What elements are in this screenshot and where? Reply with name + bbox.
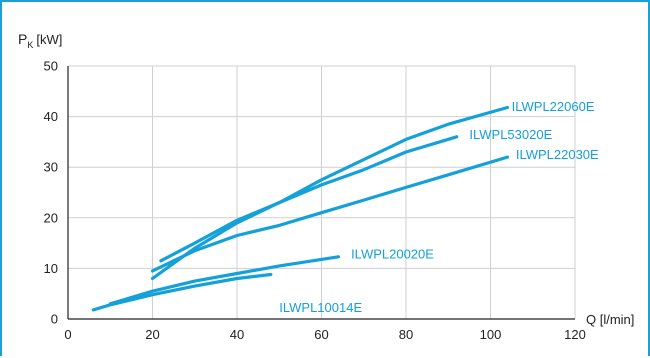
y-tick-label-50: 50 (44, 59, 58, 74)
series-line-ilwpl22030e (150, 155, 509, 273)
x-tick-label-40: 40 (230, 327, 244, 342)
series-label-ilwpl22030e: ILWPL22030E (516, 147, 599, 162)
x-tick-label-60: 60 (314, 327, 328, 342)
y-axis-label-main: P (18, 31, 27, 47)
x-axis-label: Q [l/min] (586, 312, 634, 327)
series-line-ilwpl22060e (159, 105, 509, 263)
series-line-ilwpl10014e (91, 272, 273, 312)
y-tick-label-0: 0 (51, 312, 58, 327)
y-axis-label-subscript: K (27, 40, 33, 50)
series-label-ilwpl22060e: ILWPL22060E (512, 99, 595, 114)
y-tick-label-40: 40 (44, 109, 58, 124)
y-axis-label-unit: [kW] (36, 32, 62, 47)
series-labels: ILWPL22060E ILWPL53020E ILWPL22030E ILWPL20… (279, 99, 599, 315)
x-tick-label-120: 120 (564, 327, 586, 342)
series-label-ilwpl20020e: ILWPL20020E (351, 247, 434, 262)
x-tick-label-20: 20 (145, 327, 159, 342)
series-label-ilwpl10014e: ILWPL10014E (279, 300, 362, 315)
x-tick-label-0: 0 (64, 327, 71, 342)
grid-lines (68, 65, 576, 319)
series-label-ilwpl53020e: ILWPL53020E (469, 127, 552, 142)
y-tick-label-20: 20 (44, 210, 58, 225)
y-axis-label: PK [kW] (18, 31, 62, 50)
axes (67, 66, 575, 320)
x-tick-labels: 0 20 40 60 80 100 120 (64, 327, 585, 342)
y-tick-label-30: 30 (44, 160, 58, 175)
y-tick-labels: 0 10 20 30 40 50 (44, 59, 58, 327)
series-line-ilwpl20020e (108, 255, 340, 306)
y-tick-label-10: 10 (44, 261, 58, 276)
x-tick-label-100: 100 (480, 327, 502, 342)
x-tick-label-80: 80 (399, 327, 413, 342)
series-lines (91, 105, 509, 312)
